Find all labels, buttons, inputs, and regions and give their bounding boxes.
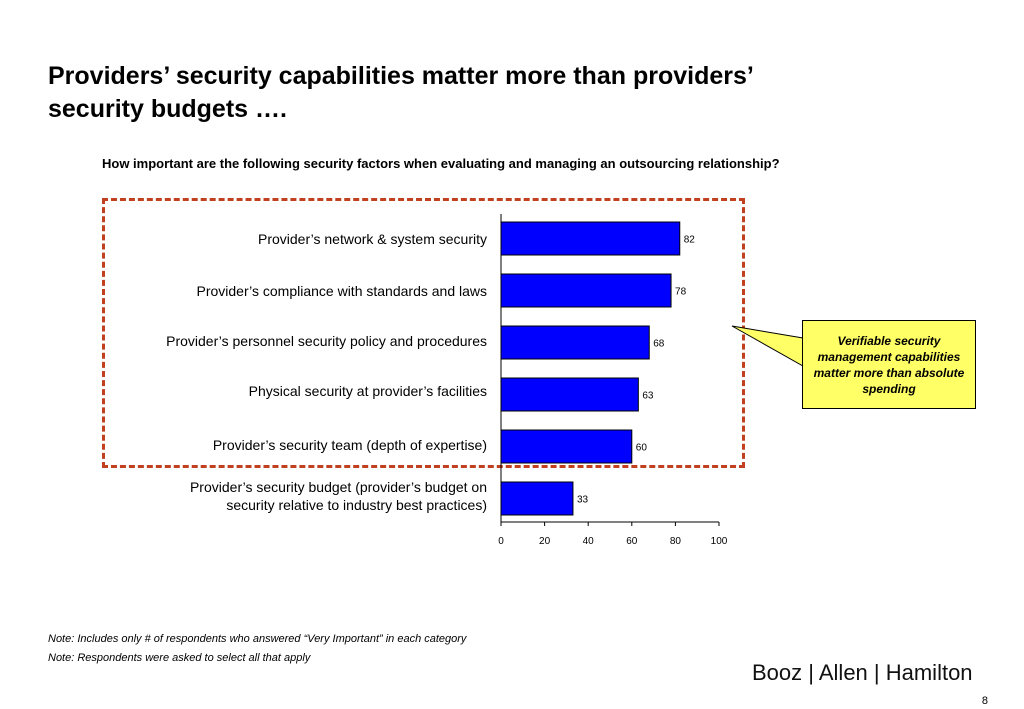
x-tick-label-60: 60: [626, 536, 638, 547]
callout-pointer: [731, 325, 804, 367]
x-tick-label-40: 40: [583, 536, 595, 547]
category-label-2: Provider’s compliance with standards and…: [196, 283, 487, 299]
category-label-4: Physical security at provider’s faciliti…: [248, 383, 487, 399]
category-label-6: Provider’s security budget (provider’s b…: [189, 479, 487, 513]
bar-3: [500, 325, 650, 360]
bar-1: [500, 221, 681, 256]
title-line-1: Providers’ security capabilities matter …: [48, 62, 754, 90]
note-1: Note: Includes only # of respondents who…: [48, 633, 467, 645]
x-tick-label-20: 20: [539, 536, 551, 547]
data-label-2: 78: [675, 287, 687, 298]
x-tick-label-0: 0: [498, 536, 504, 547]
title-line-2: security budgets ….: [48, 95, 287, 123]
x-tick-label-100: 100: [711, 536, 728, 547]
note-2: Note: Respondents were asked to select a…: [48, 652, 311, 664]
data-label-5: 60: [636, 443, 648, 454]
data-label-4: 63: [642, 391, 654, 402]
bar-2: [500, 273, 672, 308]
slide-title: Providers’ security capabilities matter …: [48, 60, 948, 126]
category-label-3: Provider’s personnel security policy and…: [166, 333, 487, 349]
bar-5: [500, 429, 633, 464]
data-label-1: 82: [684, 235, 696, 246]
callout-box: Verifiable security management capabilit…: [802, 320, 976, 409]
category-label-1: Provider’s network & system security: [258, 231, 487, 247]
category-label-5: Provider’s security team (depth of exper…: [212, 437, 487, 453]
bar-4: [500, 377, 639, 412]
survey-question: How important are the following security…: [102, 156, 780, 171]
data-label-6: 33: [577, 495, 589, 506]
bar-6: [500, 481, 574, 516]
company-logo: Booz | Allen | Hamilton: [752, 660, 973, 685]
data-label-3: 68: [653, 339, 665, 350]
page-number: 8: [981, 695, 988, 707]
x-tick-label-80: 80: [670, 536, 682, 547]
